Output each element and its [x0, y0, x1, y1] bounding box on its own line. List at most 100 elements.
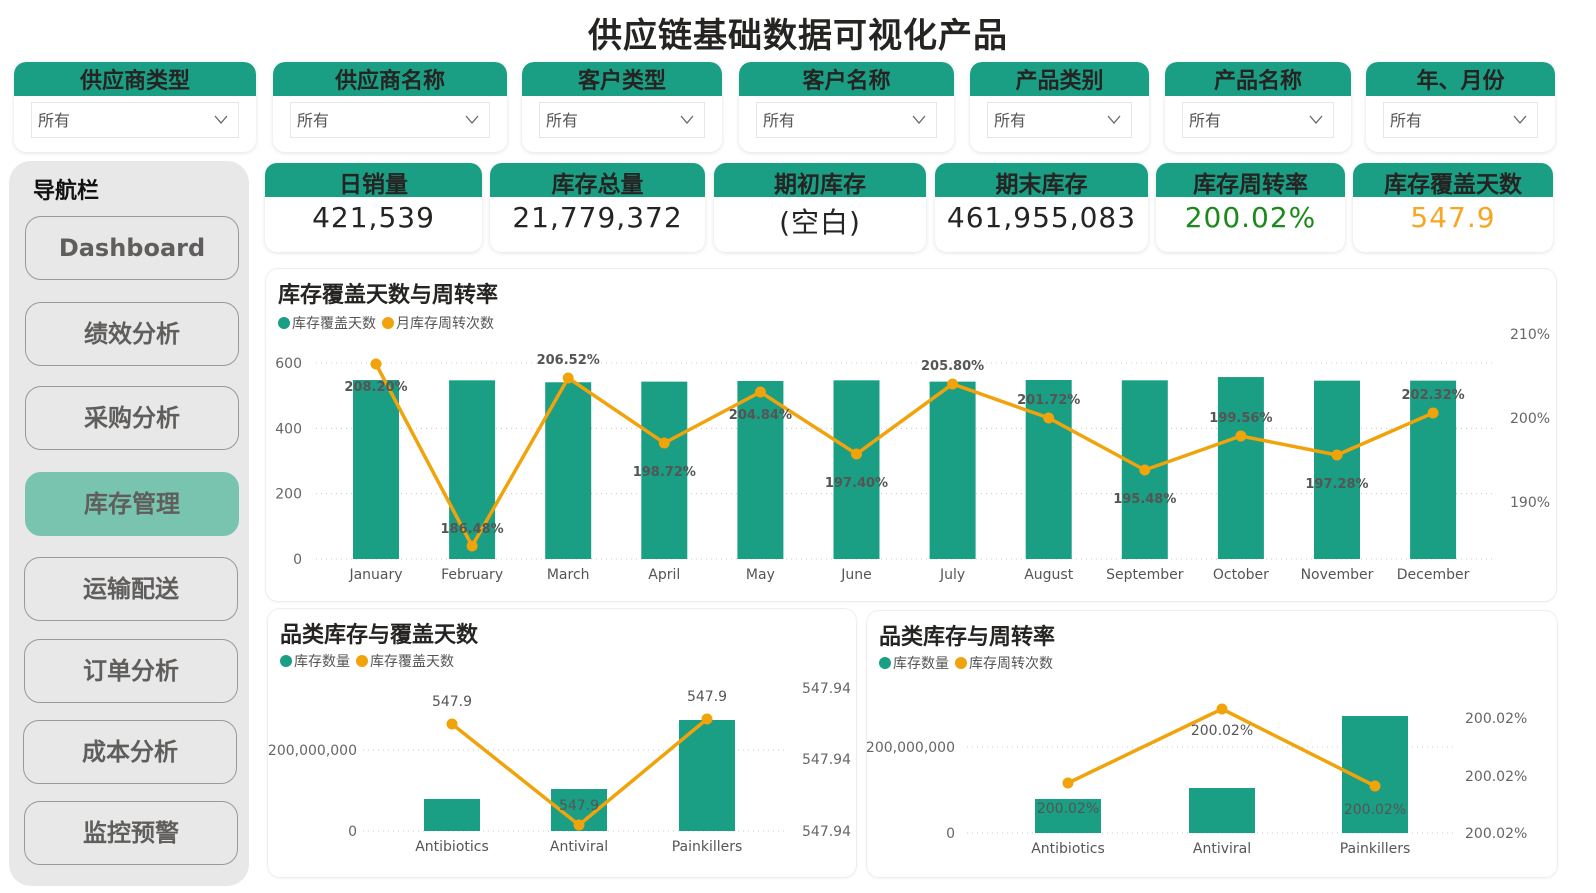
- kpi-card: 期末库存 461,955,083: [935, 163, 1148, 252]
- line-point[interactable]: [851, 448, 862, 460]
- filter-label: 产品类别: [970, 62, 1149, 96]
- filter-dropdown[interactable]: 所有: [756, 102, 937, 138]
- filter-dropdown[interactable]: 所有: [987, 102, 1132, 138]
- line-point[interactable]: [370, 358, 382, 370]
- nav-item[interactable]: Dashboard: [25, 216, 239, 280]
- line-point[interactable]: [562, 372, 574, 384]
- nav-item[interactable]: 绩效分析: [25, 302, 239, 366]
- nav-item[interactable]: 订单分析: [24, 639, 238, 703]
- data-label: 200.02%: [1191, 723, 1253, 739]
- legend-dot-bar: [280, 655, 292, 667]
- data-label: 186.48%: [440, 522, 503, 537]
- bar[interactable]: [353, 379, 399, 559]
- category-turnover-chart[interactable]: 0 200,000,000 200.02% 200.02% 200.02% Antibio…: [867, 611, 1557, 877]
- legend-dot-bar: [278, 317, 290, 329]
- data-label: 206.52%: [537, 353, 600, 368]
- data-label: 204.84%: [729, 408, 792, 423]
- line-point[interactable]: [701, 713, 713, 725]
- x-axis-label: June: [840, 567, 872, 583]
- filter-dropdown[interactable]: 所有: [290, 102, 490, 138]
- nav-item[interactable]: 监控预警: [24, 801, 238, 865]
- filter-dropdown[interactable]: 所有: [539, 102, 705, 138]
- line-point[interactable]: [466, 540, 478, 552]
- series-line: [1067, 707, 1376, 788]
- line-point[interactable]: [658, 437, 670, 449]
- filter-card: 客户类型 所有: [522, 62, 722, 152]
- line-point[interactable]: [947, 378, 959, 390]
- chevron-down-icon: [1309, 115, 1323, 124]
- x-axis-label: Antiviral: [550, 839, 608, 855]
- filter-dropdown[interactable]: 所有: [1383, 102, 1538, 138]
- bar[interactable]: [424, 799, 480, 831]
- bar[interactable]: [1217, 377, 1264, 559]
- line-point[interactable]: [1235, 430, 1247, 442]
- chart-legend: 库存数量 库存覆盖天数: [280, 651, 458, 671]
- nav-item[interactable]: 运输配送: [24, 557, 238, 621]
- data-label: 198.72%: [633, 465, 696, 480]
- line-point[interactable]: [1062, 777, 1074, 789]
- line-point[interactable]: [446, 718, 458, 730]
- kpi-card: 期初库存 (空白): [714, 163, 926, 252]
- nav-item[interactable]: 成本分析: [23, 720, 237, 784]
- kpi-value: (空白): [779, 206, 861, 239]
- line-point[interactable]: [1139, 464, 1151, 476]
- left-axis-tick: 600: [275, 356, 302, 372]
- kpi-value: 421,539: [312, 201, 435, 234]
- nav-title: 导航栏: [33, 179, 100, 204]
- right-axis-tick: 200.02%: [1465, 826, 1527, 842]
- legend-dot-line: [955, 657, 967, 669]
- kpi-label: 库存周转率: [1156, 163, 1345, 197]
- x-axis-label: March: [547, 567, 590, 583]
- x-axis-label: December: [1397, 567, 1470, 583]
- filter-value: 所有: [1390, 111, 1423, 130]
- nav-item[interactable]: 库存管理: [25, 472, 239, 536]
- bar[interactable]: [1025, 379, 1072, 559]
- right-axis-tick: 200.02%: [1465, 711, 1527, 727]
- bar[interactable]: [641, 381, 688, 559]
- line-point[interactable]: [1331, 449, 1343, 461]
- bar[interactable]: [545, 382, 592, 559]
- left-axis-tick: 400: [275, 421, 302, 437]
- kpi-card: 库存周转率 200.02%: [1156, 163, 1345, 252]
- category-coverage-chart[interactable]: 0 200,000,000 547.94 547.94 547.94 Antibiotic…: [268, 609, 856, 877]
- bar[interactable]: [737, 380, 784, 559]
- filter-dropdown[interactable]: 所有: [31, 102, 239, 138]
- kpi-label: 期初库存: [714, 163, 926, 197]
- line-point[interactable]: [1216, 703, 1228, 715]
- bar[interactable]: [679, 720, 735, 831]
- line-point[interactable]: [754, 386, 766, 398]
- bar[interactable]: [1314, 380, 1360, 559]
- data-label: 202.32%: [1401, 388, 1464, 403]
- data-label: 199.56%: [1209, 411, 1272, 426]
- right-axis-tick: 547.94: [802, 824, 851, 840]
- bar[interactable]: [1410, 380, 1457, 559]
- kpi-card: 日销量 421,539: [265, 163, 482, 252]
- right-axis-tick: 200.02%: [1465, 769, 1527, 785]
- right-axis-tick: 547.94: [802, 752, 851, 768]
- filter-card: 产品类别 所有: [970, 62, 1149, 152]
- chart-title: 品类库存与覆盖天数: [280, 623, 479, 648]
- x-axis-label: Antiviral: [1193, 841, 1251, 857]
- line-point[interactable]: [573, 819, 585, 831]
- filter-dropdown[interactable]: 所有: [1182, 102, 1334, 138]
- legend-dot-line: [356, 655, 368, 667]
- main-combo-chart[interactable]: 0 200 400 600 190% 200% 210% January February Mar…: [266, 269, 1556, 601]
- bar[interactable]: [833, 380, 880, 559]
- filter-value: 所有: [994, 111, 1027, 130]
- x-axis-label: November: [1301, 567, 1374, 583]
- bar[interactable]: [1035, 799, 1101, 833]
- line-point[interactable]: [1043, 412, 1055, 424]
- data-label: 205.80%: [921, 359, 984, 374]
- filter-label: 客户类型: [522, 62, 722, 96]
- line-point[interactable]: [1369, 780, 1381, 792]
- data-label: 201.72%: [1017, 393, 1080, 408]
- x-axis-label: May: [746, 567, 775, 583]
- bar[interactable]: [929, 381, 976, 559]
- bar[interactable]: [449, 380, 496, 559]
- page-title: 供应链基础数据可视化产品: [588, 16, 1008, 56]
- bar[interactable]: [1189, 788, 1255, 833]
- line-point[interactable]: [1427, 407, 1439, 419]
- kpi-card: 库存总量 21,779,372: [490, 163, 705, 252]
- nav-item[interactable]: 采购分析: [25, 386, 239, 450]
- left-axis-tick: 200,000,000: [268, 743, 357, 759]
